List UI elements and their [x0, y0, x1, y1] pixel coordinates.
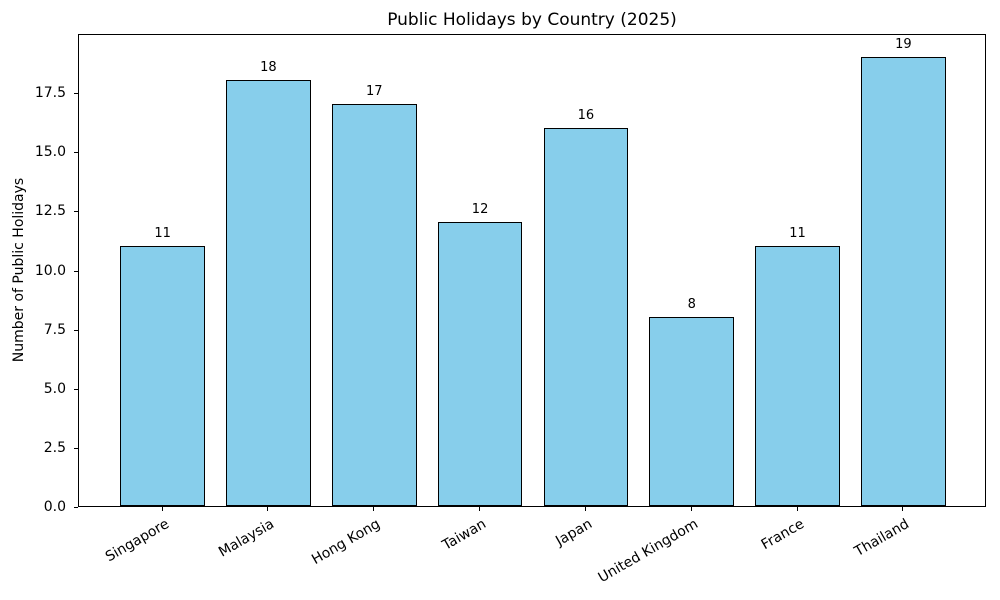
bar: [755, 245, 840, 506]
bar: [120, 245, 205, 506]
y-tick-mark: [74, 271, 78, 272]
bar-value-label: 19: [895, 36, 912, 52]
y-tick-label: 0.0: [43, 499, 66, 515]
bar-value-label: 11: [789, 225, 806, 241]
y-tick-mark: [74, 448, 78, 449]
y-tick-label: 2.5: [43, 439, 66, 456]
chart-title: Public Holidays by Country (2025): [387, 10, 677, 30]
y-tick-label: 10.0: [34, 262, 66, 279]
y-tick-mark: [74, 152, 78, 153]
y-tick-mark: [74, 507, 78, 508]
x-tick-label: France: [758, 516, 807, 554]
y-tick-mark: [74, 93, 78, 94]
bar-value-label: 17: [365, 83, 383, 99]
y-tick-mark: [74, 211, 78, 212]
bar: [649, 316, 735, 506]
bar-value-label: 16: [577, 107, 595, 123]
bar: [226, 80, 311, 506]
bar-value-label: 8: [687, 296, 696, 312]
x-tick-mark: [161, 507, 163, 511]
x-tick-label: Malaysia: [216, 516, 278, 561]
bar-value-label: 12: [471, 202, 489, 218]
y-tick-mark: [74, 330, 78, 331]
x-tick-mark: [479, 507, 481, 511]
x-tick-mark: [690, 507, 692, 511]
x-tick-label: United Kingdom: [595, 516, 701, 587]
y-tick-label: 15.0: [34, 144, 66, 161]
x-tick-label: Singapore: [102, 516, 172, 566]
y-tick-mark: [74, 389, 78, 390]
bar: [331, 103, 417, 506]
y-tick-label: 12.5: [34, 203, 66, 220]
y-tick-label: 17.5: [34, 85, 66, 102]
plot-area: 11 18 17 12 16 8 11 19: [78, 34, 986, 507]
y-tick-label: 5.0: [43, 380, 66, 397]
x-tick-label: Hong Kong: [309, 516, 384, 568]
bar-value-label: 11: [154, 225, 171, 241]
x-tick-mark: [267, 507, 269, 511]
x-tick-mark: [796, 507, 798, 511]
x-tick-label: Japan: [553, 516, 595, 550]
bar: [861, 56, 946, 506]
x-tick-mark: [373, 507, 375, 511]
bar-value-label: 18: [260, 60, 277, 76]
x-tick-mark: [584, 507, 586, 511]
y-tick-label: 7.5: [43, 321, 66, 338]
bar: [437, 222, 523, 506]
x-tick-mark: [902, 507, 904, 511]
bar: [543, 127, 629, 506]
x-tick-label: Taiwan: [439, 516, 490, 554]
x-tick-label: Thailand: [852, 516, 913, 560]
